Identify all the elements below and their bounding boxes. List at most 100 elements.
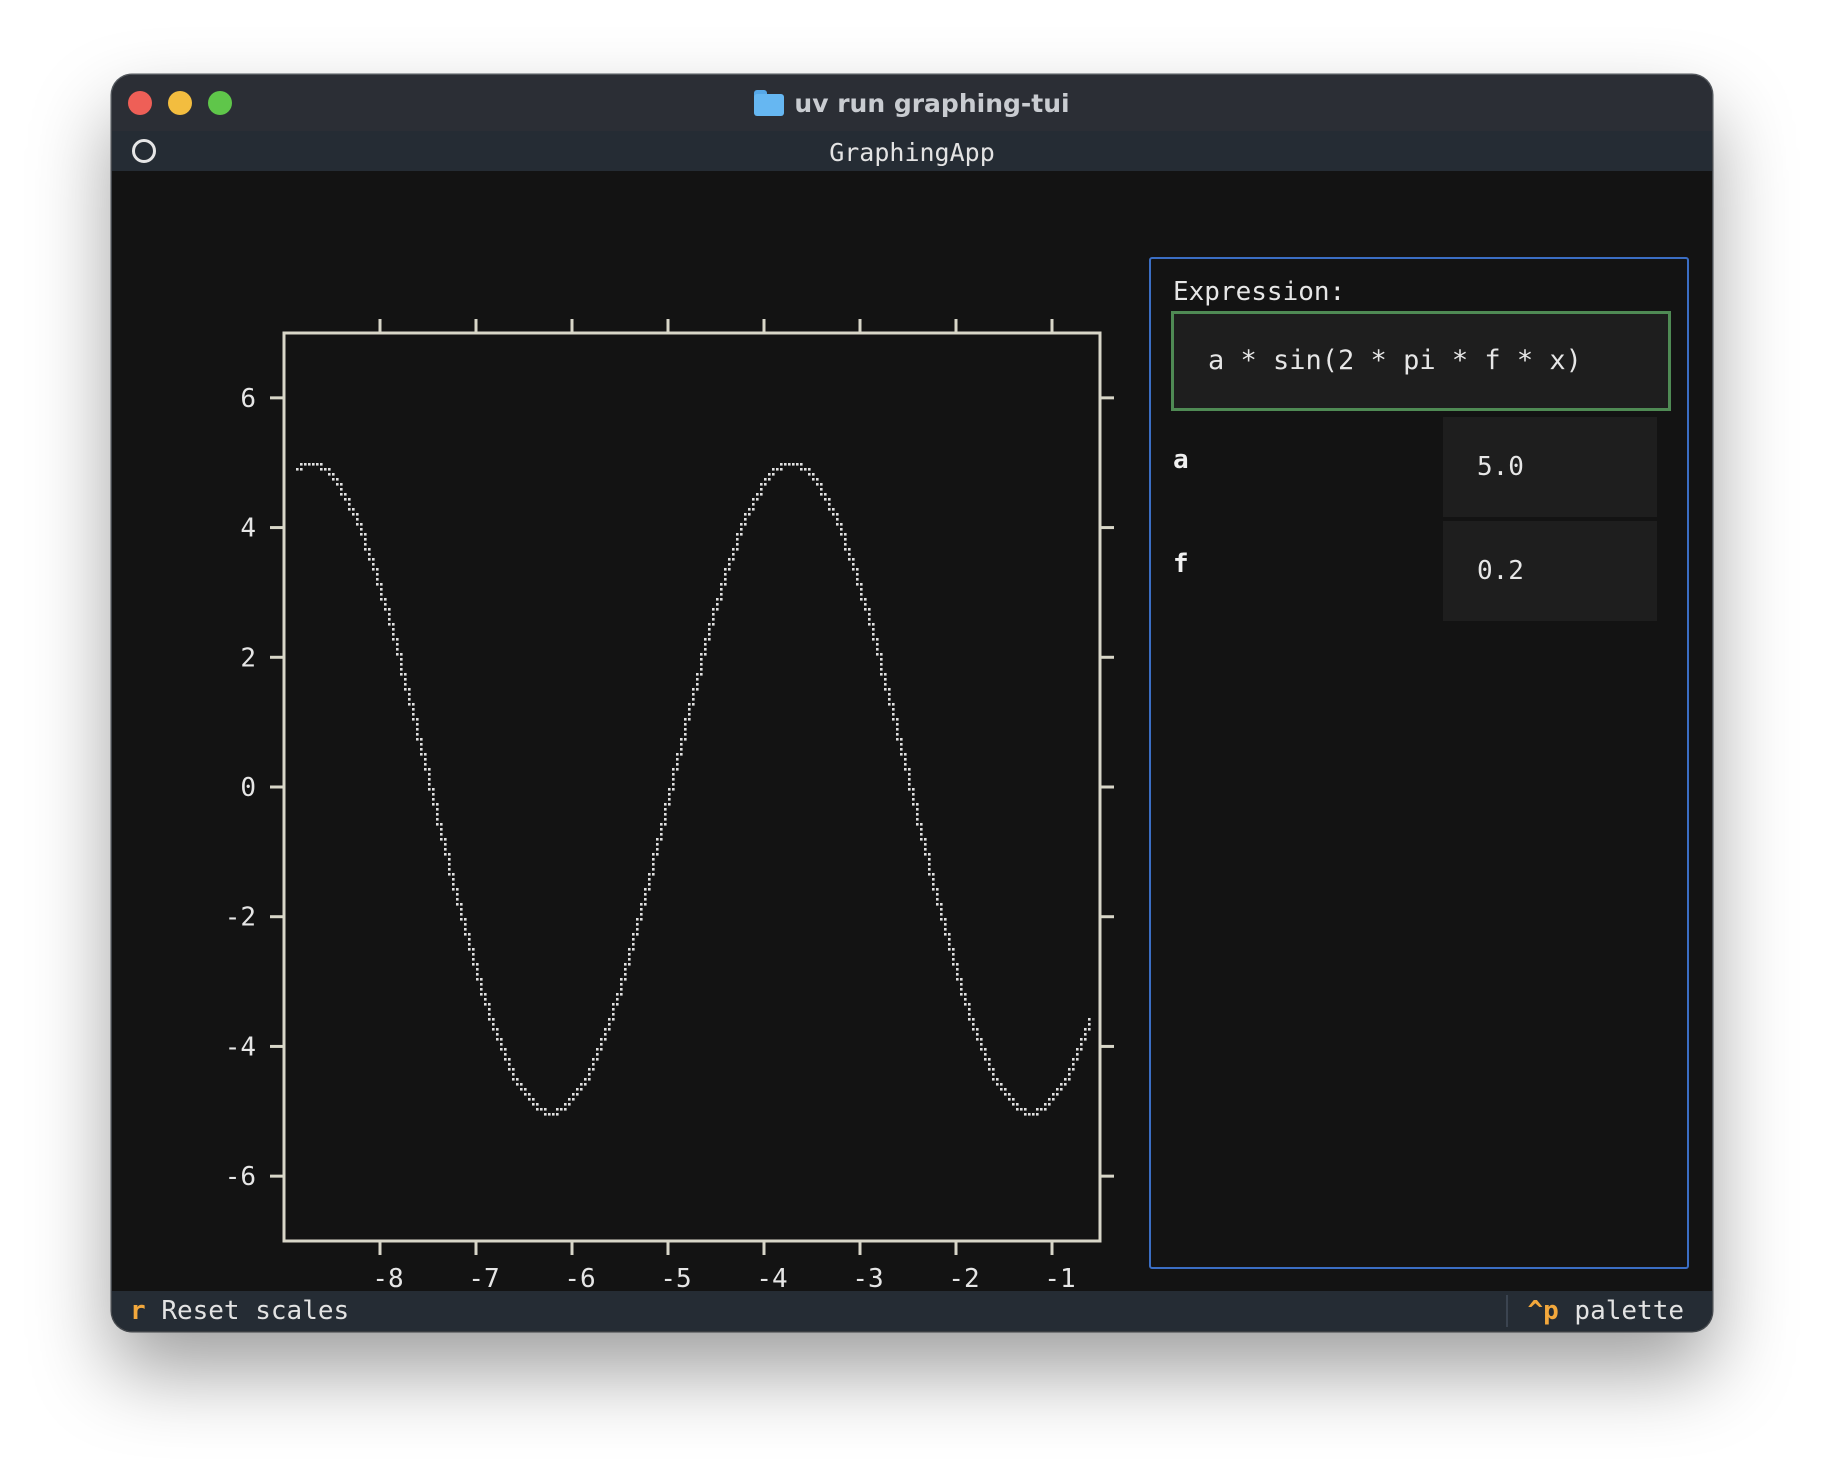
curve-dot [616,993,619,996]
curve-dot [900,748,903,751]
curve-dot [396,638,399,641]
curve-dot [432,788,435,791]
plot-ticks [270,319,1114,1255]
curve-dot [372,563,375,566]
curve-dot [648,873,651,876]
curve-dot [708,623,711,626]
curve-dot [880,653,883,656]
param-a-input[interactable]: 5.0 [1443,417,1657,517]
curve-dot [944,928,947,931]
curve-dot [600,1048,603,1051]
curve-dot [356,513,359,516]
curve-dot [856,578,859,581]
param-f-input[interactable]: 0.2 [1443,521,1657,621]
curve-dot [1088,1023,1091,1026]
curve-dot [508,1058,511,1061]
curve-dot [1084,1028,1087,1031]
curve-dot [704,648,707,651]
curve-dot [1028,1113,1031,1116]
curve-dot [368,558,371,561]
curve-dot [492,1023,495,1026]
curve-dot [460,913,463,916]
curve-dot [904,763,907,766]
curve-dot [840,528,843,531]
curve-dot [876,643,879,646]
curve-dot [932,888,935,891]
curve-dot [852,558,855,561]
curve-dot [428,778,431,781]
curve-dot [388,613,391,616]
curve-dot [480,983,483,986]
curve-dot [512,1078,515,1081]
curve-dot [636,923,639,926]
curve-dot [460,903,463,906]
header-circle-icon[interactable] [132,139,156,163]
curve-dot [996,1078,999,1081]
curve-dot [932,883,935,886]
minimize-window-button[interactable] [168,91,192,115]
curve-dot [464,918,467,921]
curve-dot [524,1088,527,1091]
curve-dot [1080,1043,1083,1046]
app-header: GraphingApp [112,131,1712,171]
curve-dot [760,483,763,486]
curve-dot [672,778,675,781]
curve-dot [436,823,439,826]
curve-dot [872,628,875,631]
curve-dot [640,913,643,916]
expression-input[interactable]: a * sin(2 * pi * f * x) [1171,311,1671,411]
curve-dot [624,973,627,976]
curve-dot [868,618,871,621]
curve-dot [632,938,635,941]
curve-dot [476,963,479,966]
curve-dot [652,873,655,876]
curve-dot [456,903,459,906]
curve-dot [404,673,407,676]
curve-dot [988,1063,991,1066]
curve-dot [924,848,927,851]
curve-dot [872,623,875,626]
zoom-window-button[interactable] [208,91,232,115]
curve-dot [624,978,627,981]
curve-dot [396,653,399,656]
curve-dot [888,703,891,706]
curve-dot [716,608,719,611]
curve-dot [452,883,455,886]
param-a-label: a [1173,445,1189,475]
reset-scales-binding[interactable]: r Reset scales [130,1291,349,1331]
curve-dot [356,518,359,521]
curve-dot [912,788,915,791]
curve-dot [760,488,763,491]
curve-dot [684,723,687,726]
param-f-label: f [1173,549,1189,579]
curve-dot [312,463,315,466]
plot-curve [296,463,1091,1116]
curve-dot [816,478,819,481]
graph-plot[interactable]: -8 -7 -6 -5 -4 -3 -2 -1 6 4 2 0 -2 -4 -6 [112,171,1142,1291]
curve-dot [952,958,955,961]
curve-dot [1024,1113,1027,1116]
curve-dot [376,573,379,576]
curve-dot [352,513,355,516]
curve-dot [376,578,379,581]
curve-dot [1040,1108,1043,1111]
curve-dot [340,488,343,491]
curve-dot [732,558,735,561]
curve-dot [660,823,663,826]
curve-dot [992,1078,995,1081]
curve-dot [596,1048,599,1051]
curve-dot [764,483,767,486]
curve-dot [628,953,631,956]
curve-dot [584,1078,587,1081]
curve-dot [468,943,471,946]
curve-dot [868,623,871,626]
curve-dot [364,538,367,541]
close-window-button[interactable] [128,91,152,115]
curve-dot [392,633,395,636]
curve-dot [464,928,467,931]
curve-dot [464,923,467,926]
curve-dot [384,608,387,611]
curve-dot [544,1113,547,1116]
curve-dot [860,593,863,596]
palette-binding[interactable]: ^p palette [1527,1291,1684,1331]
